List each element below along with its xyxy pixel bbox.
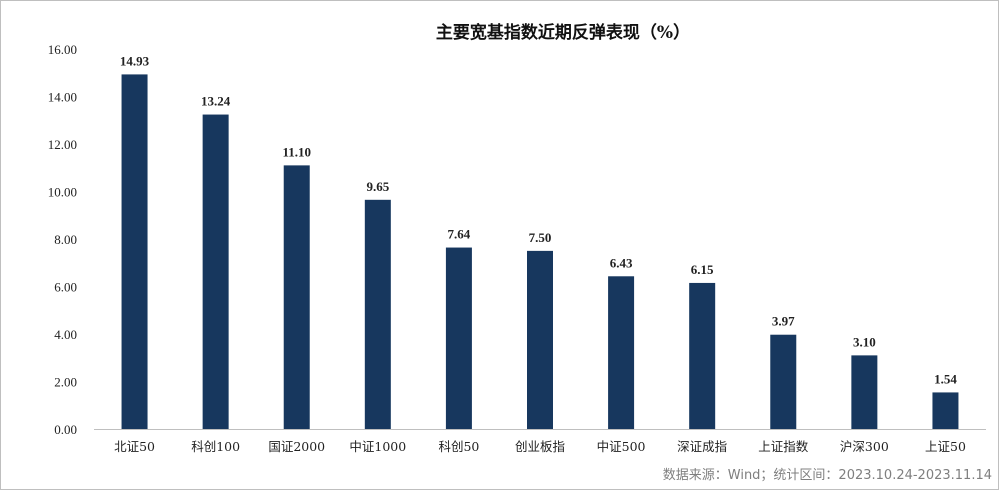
y-tick-label: 16.00: [48, 42, 77, 57]
x-tick-label: 科创100: [191, 439, 240, 454]
y-tick-label: 10.00: [48, 185, 77, 200]
bar: [364, 199, 391, 429]
bar: [932, 392, 959, 429]
data-label: 11.10: [282, 144, 311, 159]
bar: [283, 165, 310, 429]
bar: [689, 282, 716, 429]
bar: [770, 334, 797, 429]
bar: [121, 74, 148, 429]
bars: [121, 74, 959, 430]
y-axis: 0.00 2.00 4.00 6.00 8.00 10.00 12.00 14.00 16.00: [48, 42, 77, 437]
x-tick-label: 深证成指: [677, 439, 727, 454]
data-label: 1.54: [934, 371, 957, 386]
data-label: 6.15: [691, 262, 714, 277]
x-tick-label: 北证50: [114, 439, 155, 454]
data-label: 3.10: [853, 334, 876, 349]
x-tick-label: 上证50: [925, 439, 966, 454]
y-tick-label: 0.00: [54, 422, 77, 437]
y-tick-label: 14.00: [48, 90, 77, 105]
x-tick-label: 中证500: [597, 439, 646, 454]
x-tick-label: 沪深300: [840, 439, 889, 454]
x-tick-label: 中证1000: [349, 439, 406, 454]
data-label: 3.97: [772, 314, 795, 329]
bar: [851, 355, 878, 429]
y-tick-label: 12.00: [48, 137, 77, 152]
bar: [527, 250, 553, 429]
bar: [202, 114, 229, 430]
bar: [608, 276, 635, 429]
data-label: 6.43: [610, 255, 633, 270]
x-tick-label: 科创50: [438, 439, 479, 454]
data-label: 14.93: [120, 53, 150, 68]
x-tick-label: 国证2000: [268, 439, 325, 454]
y-tick-label: 4.00: [54, 327, 77, 342]
y-tick-label: 8.00: [54, 232, 77, 247]
data-label: 13.24: [201, 94, 231, 109]
source-note: 数据来源：Wind；统计区间：2023.10.24-2023.11.14: [662, 468, 992, 483]
data-label: 7.64: [448, 227, 471, 242]
data-label: 9.65: [366, 179, 389, 194]
data-label: 7.50: [529, 230, 552, 245]
y-tick-label: 6.00: [54, 280, 77, 295]
bar: [445, 247, 472, 429]
x-tick-label: 上证指数: [758, 439, 809, 454]
y-tick-label: 2.00: [54, 375, 77, 390]
x-tick-label: 创业板指: [515, 439, 565, 454]
chart-title: 主要宽基指数近期反弹表现（%）: [436, 22, 690, 43]
x-axis: 北证50 科创100 国证2000 中证1000 科创50 创业板指 中证500 深证成指 上证…: [94, 429, 986, 454]
data-labels: 14.93 13.24 11.10 9.65 7.64 7.50 6.43 6.15 3.97 3…: [120, 53, 957, 386]
